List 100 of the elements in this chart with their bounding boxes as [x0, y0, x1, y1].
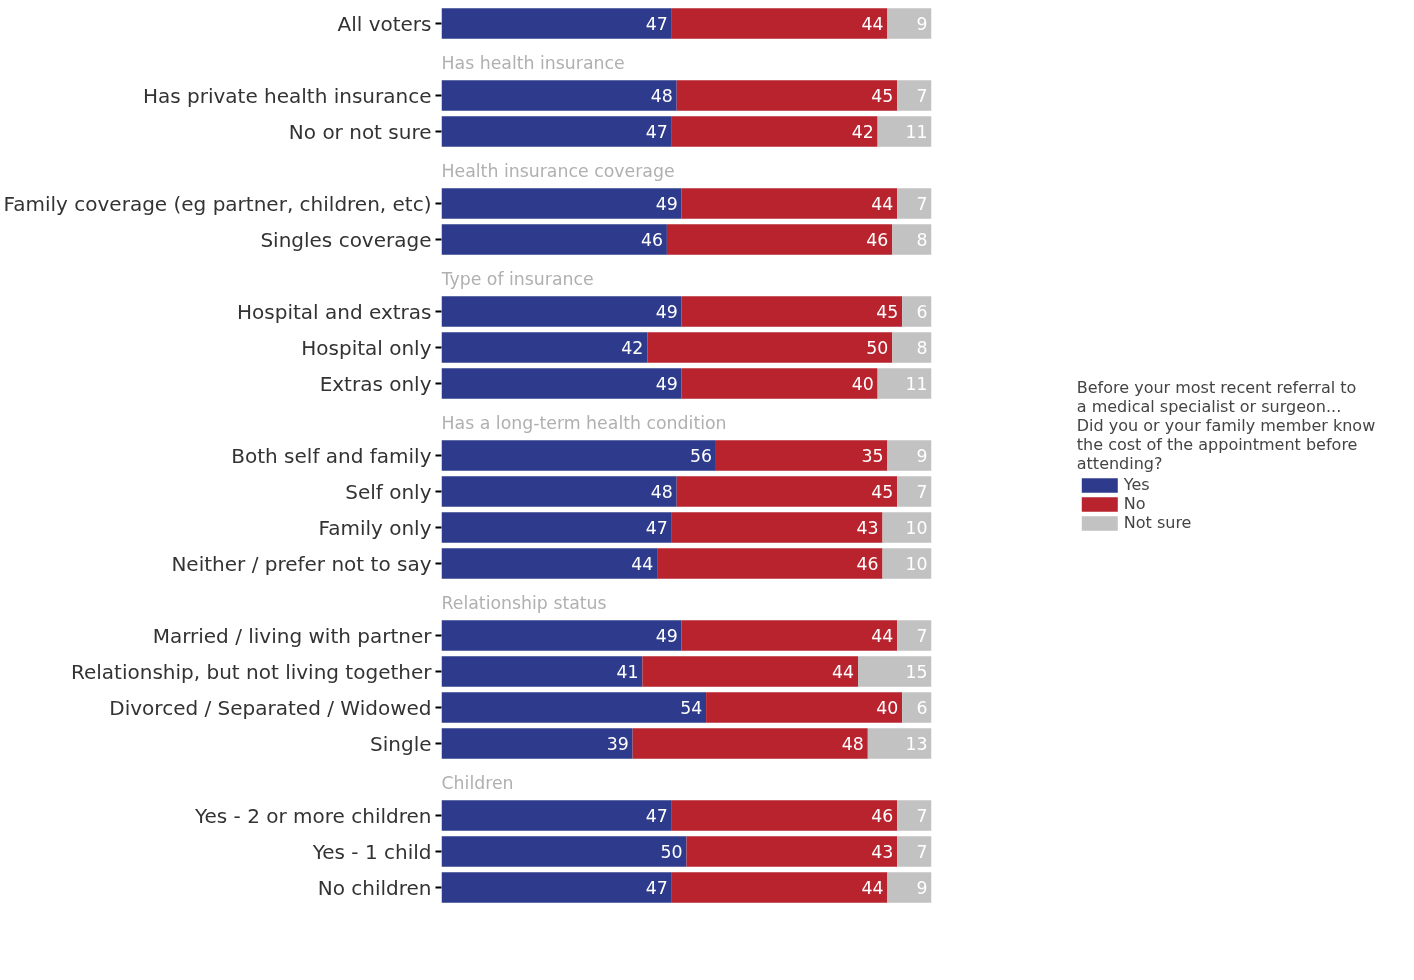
data-label: 44 — [871, 626, 894, 646]
data-label: 11 — [905, 374, 928, 394]
bar — [681, 296, 903, 327]
bar — [671, 512, 883, 543]
annotation: Health insurance coverage — [441, 161, 675, 182]
bar — [887, 872, 932, 903]
bar — [867, 728, 932, 759]
bar — [686, 836, 898, 867]
y-tick-label: Family coverage (eg partner, children, etc) — [3, 191, 432, 216]
y-tick-label: Extras only — [319, 371, 432, 396]
data-label: 44 — [861, 14, 884, 34]
y-tick-label: Married / living with partner — [152, 623, 433, 648]
bar — [632, 728, 868, 759]
data-label: 10 — [905, 554, 928, 574]
bar — [441, 440, 716, 471]
bar — [858, 656, 932, 687]
data-label: 47 — [645, 518, 668, 538]
bar — [676, 80, 898, 111]
bar — [715, 440, 888, 471]
annotation: Children — [441, 773, 514, 794]
bar — [892, 224, 932, 255]
data-label: 46 — [856, 554, 879, 574]
data-label: 44 — [871, 194, 894, 214]
y-tick-label: Family only — [318, 515, 432, 540]
bar — [902, 296, 932, 327]
y-tick-label: Both self and family — [231, 443, 432, 468]
bar — [441, 656, 643, 687]
data-label: 43 — [871, 842, 894, 862]
bar — [706, 692, 903, 723]
data-label: 42 — [621, 338, 644, 358]
bar — [897, 476, 932, 507]
data-label: 7 — [916, 842, 928, 862]
bar — [681, 188, 898, 219]
y-tick-label: Divorced / Separated / Widowed — [109, 695, 432, 720]
data-label: 7 — [916, 482, 928, 502]
data-label: 6 — [916, 698, 928, 718]
bar — [882, 512, 932, 543]
annotation: Type of insurance — [440, 269, 594, 290]
bar — [441, 836, 687, 867]
data-label: 46 — [640, 230, 663, 250]
bar — [666, 224, 893, 255]
y-tick-label: All voters — [337, 11, 432, 36]
data-label: 11 — [905, 122, 928, 142]
data-label: 15 — [905, 662, 928, 682]
bar — [441, 872, 672, 903]
data-label: 47 — [645, 806, 668, 826]
data-label: 39 — [606, 734, 629, 754]
data-label: 40 — [876, 698, 899, 718]
data-label: 49 — [655, 194, 678, 214]
bar — [657, 548, 883, 579]
bar — [897, 80, 932, 111]
data-label: 7 — [916, 626, 928, 646]
bar — [676, 476, 898, 507]
data-label: 8 — [916, 230, 928, 250]
bar — [887, 8, 932, 39]
y-tick-label: No or not sure — [288, 119, 432, 144]
bar — [441, 548, 658, 579]
bar — [441, 512, 672, 543]
bar — [892, 332, 932, 363]
bar — [441, 80, 677, 111]
bar — [441, 620, 682, 651]
data-label: 9 — [916, 878, 928, 898]
legend-label: No — [1123, 494, 1146, 513]
legend-label: Not sure — [1123, 513, 1192, 532]
bar — [681, 620, 898, 651]
bar — [441, 116, 672, 147]
data-label: 13 — [905, 734, 928, 754]
legend-label: Yes — [1123, 475, 1150, 494]
bar — [897, 800, 932, 831]
bar — [441, 188, 682, 219]
bar — [441, 224, 667, 255]
data-label: 6 — [916, 302, 928, 322]
legend-title: Before your most recent referral to a medical specialist or surgeon... Did you or your family member know the cost of the appointment before attending? — [1076, 378, 1376, 473]
bar — [882, 548, 932, 579]
bar — [671, 116, 878, 147]
data-label: 49 — [655, 302, 678, 322]
bar — [671, 8, 888, 39]
data-label: 48 — [650, 86, 673, 106]
bar — [877, 116, 932, 147]
y-tick-label: Singles coverage — [260, 227, 432, 252]
data-label: 50 — [660, 842, 683, 862]
bar — [902, 692, 932, 723]
y-tick-label: Hospital and extras — [237, 299, 432, 324]
data-label: 35 — [861, 446, 884, 466]
y-tick-label: Single — [370, 731, 432, 756]
data-label: 46 — [871, 806, 894, 826]
data-label: 47 — [645, 14, 668, 34]
data-label: 54 — [680, 698, 703, 718]
y-tick-label: No children — [317, 875, 432, 900]
annotation: Has health insurance — [441, 53, 625, 74]
bar — [897, 836, 932, 867]
data-label: 56 — [689, 446, 712, 466]
data-label: 47 — [645, 878, 668, 898]
y-tick-label: Self only — [345, 479, 432, 504]
bar — [897, 620, 932, 651]
y-tick-label: Relationship, but not living together — [70, 659, 433, 684]
data-label: 40 — [851, 374, 874, 394]
data-label: 45 — [876, 302, 899, 322]
annotation: Relationship status — [441, 593, 607, 614]
data-label: 10 — [905, 518, 928, 538]
